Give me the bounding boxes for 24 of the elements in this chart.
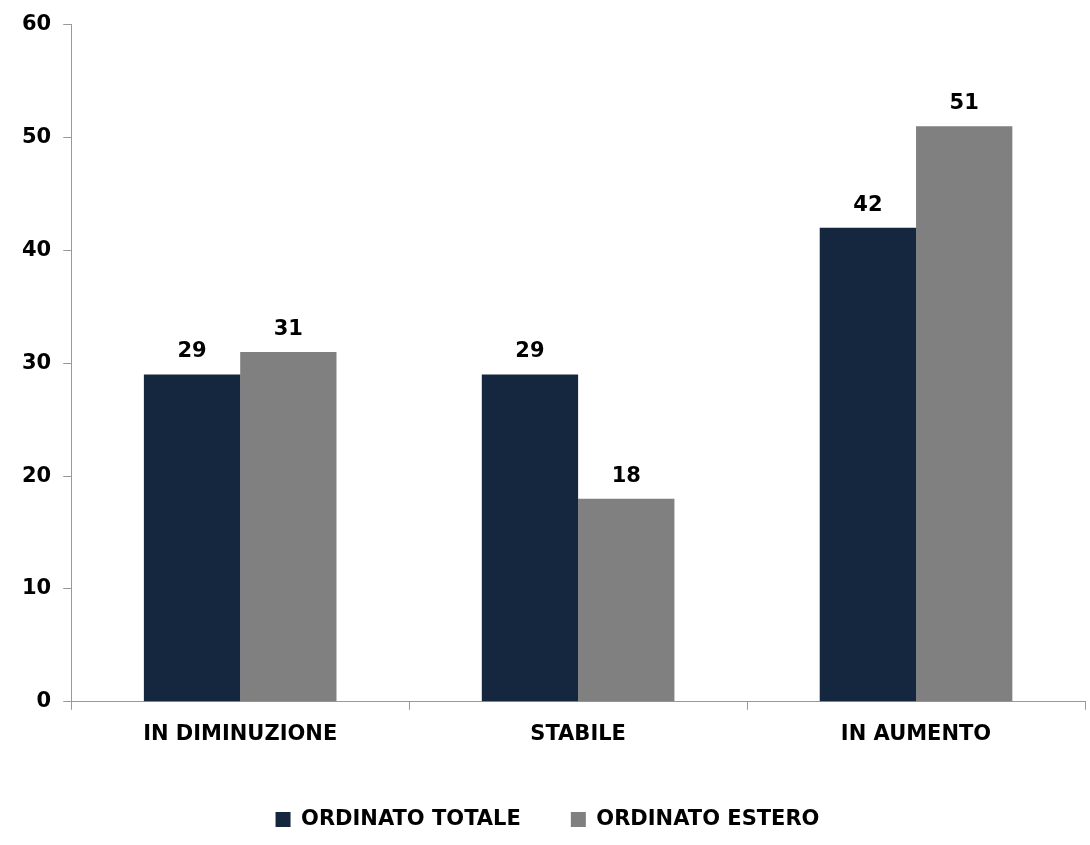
y-tick-label: 30 xyxy=(21,349,52,374)
x-tick-label: IN DIMINUZIONE xyxy=(143,720,338,745)
y-tick-label: 50 xyxy=(21,123,52,148)
y-tick-label: 20 xyxy=(21,462,52,487)
bar xyxy=(143,374,241,702)
y-tick-label: 0 xyxy=(36,688,52,713)
x-tick-label: STABILE xyxy=(530,720,626,745)
data-label: 31 xyxy=(273,315,303,340)
legend-label: ORDINATO TOTALE xyxy=(301,805,521,830)
bar xyxy=(481,374,579,702)
bar xyxy=(916,126,1013,702)
x-tick-label: IN AUMENTO xyxy=(840,720,992,745)
bar xyxy=(819,227,917,702)
bar xyxy=(578,498,675,702)
data-label: 42 xyxy=(853,191,883,216)
data-label: 29 xyxy=(515,338,545,363)
y-tick-label: 40 xyxy=(21,236,52,261)
legend-label: ORDINATO ESTERO xyxy=(596,805,820,830)
data-label: 51 xyxy=(949,90,979,115)
y-tick-label: 10 xyxy=(21,575,52,600)
y-tick-label: 60 xyxy=(21,11,52,36)
data-label: 18 xyxy=(611,462,641,487)
data-label: 29 xyxy=(177,338,207,363)
bar xyxy=(240,351,337,702)
